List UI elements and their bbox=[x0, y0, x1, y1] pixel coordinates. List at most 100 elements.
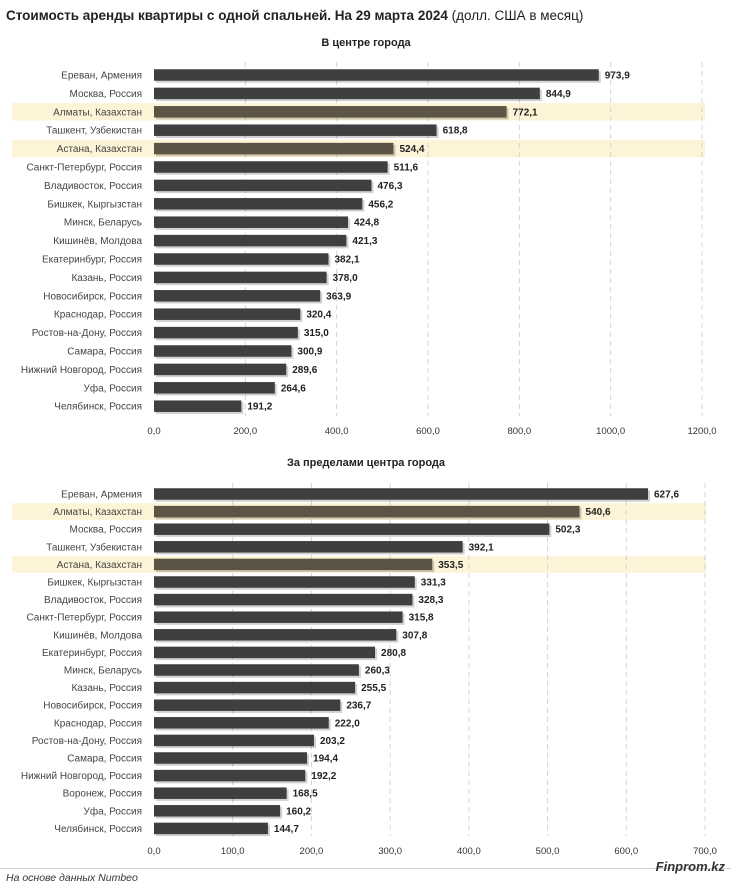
chart1-value-label: 320,4 bbox=[306, 310, 331, 321]
chart2-category-label: Воронеж, Россия bbox=[63, 789, 142, 800]
chart2-value-label: 255,5 bbox=[361, 683, 386, 694]
chart1-value-label: 421,3 bbox=[352, 236, 377, 247]
chart1-bar bbox=[154, 253, 329, 265]
chart1-bar bbox=[154, 216, 348, 228]
chart1-value-label: 618,8 bbox=[443, 126, 468, 137]
chart2-x-tick-label: 600,0 bbox=[614, 846, 638, 857]
chart2-value-label: 192,2 bbox=[311, 771, 336, 782]
chart2-value-label: 540,6 bbox=[586, 507, 611, 518]
chart2-bar bbox=[154, 505, 580, 518]
chart1-x-tick-label: 1200,0 bbox=[687, 426, 716, 437]
chart2-x-tick-label: 300,0 bbox=[378, 846, 402, 857]
chart2-category-label: Краснодар, Россия bbox=[54, 718, 142, 729]
finprom-logo: Finprom.kz bbox=[655, 859, 725, 874]
chart1-bar bbox=[154, 382, 275, 394]
chart2-value-label: 194,4 bbox=[313, 754, 338, 765]
chart1-category-label: Ереван, Армения bbox=[61, 71, 142, 82]
chart2-category-label: Уфа, Россия bbox=[84, 805, 143, 817]
chart2-value-label: 222,0 bbox=[335, 718, 360, 729]
chart1-x-tick-label: 600,0 bbox=[416, 426, 440, 437]
chart1-category-label: Астана, Казахстан bbox=[57, 144, 142, 155]
chart2-bar bbox=[154, 576, 415, 588]
chart2-x-tick-label: 400,0 bbox=[457, 846, 481, 857]
chart2-category-label: Нижний Новгород, Россия bbox=[21, 771, 142, 782]
chart2-value-label: 392,1 bbox=[469, 542, 494, 553]
chart1-category-label: Уфа, Россия bbox=[84, 382, 143, 394]
chart2-value-label: 328,3 bbox=[418, 595, 443, 606]
chart2-category-label: Санкт-Петербург, Россия bbox=[26, 612, 142, 624]
chart2-value-label: 280,8 bbox=[381, 648, 406, 659]
chart1-bar bbox=[154, 234, 347, 247]
chart1-x-tick-label: 0,0 bbox=[147, 426, 160, 437]
chart1-value-label: 382,1 bbox=[334, 255, 359, 266]
chart2-category-label: Владивосток, Россия bbox=[44, 595, 142, 606]
chart2-category-label: Екатеринбург, Россия bbox=[42, 647, 142, 659]
chart2-title: За пределами центра города bbox=[287, 457, 446, 469]
chart2-bar bbox=[154, 805, 281, 817]
chart1-category-label: Минск, Беларусь bbox=[64, 218, 142, 229]
chart2-value-label: 144,7 bbox=[274, 824, 299, 835]
chart1-value-label: 844,9 bbox=[546, 89, 571, 100]
chart2-x-tick-label: 700,0 bbox=[693, 846, 717, 857]
chart2-bar bbox=[154, 769, 306, 782]
chart1-bar bbox=[154, 106, 507, 118]
chart1-bar bbox=[154, 161, 388, 173]
chart1-value-label: 772,1 bbox=[513, 107, 538, 118]
chart1-value-label: 300,9 bbox=[297, 347, 322, 358]
chart1-bar bbox=[154, 326, 298, 339]
chart1-category-label: Екатеринбург, Россия bbox=[42, 254, 142, 266]
chart1-value-label: 191,2 bbox=[247, 402, 272, 413]
chart1-bar bbox=[154, 290, 321, 302]
chart1-category-label: Челябинск, Россия bbox=[54, 401, 142, 413]
chart1-value-label: 378,0 bbox=[333, 273, 358, 284]
chart2-x-tick-label: 500,0 bbox=[536, 846, 560, 857]
chart1-category-label: Ростов-на-Дону, Россия bbox=[32, 328, 142, 339]
chart1-category-label: Новосибирск, Россия bbox=[43, 290, 142, 302]
chart2-category-label: Казань, Россия bbox=[71, 683, 142, 694]
chart1-bar bbox=[154, 69, 599, 81]
chart2-value-label: 502,3 bbox=[555, 525, 580, 536]
chart1-value-label: 289,6 bbox=[292, 365, 317, 376]
chart2-bar bbox=[154, 629, 397, 641]
chart1-value-label: 424,8 bbox=[354, 218, 379, 229]
chart2-category-label: Самара, Россия bbox=[67, 754, 142, 765]
chart2-bar bbox=[154, 646, 376, 659]
chart1-category-label: Казань, Россия bbox=[71, 273, 142, 284]
chart1-bar bbox=[154, 345, 292, 357]
chart1-x-tick-label: 400,0 bbox=[325, 426, 349, 437]
chart1-category-label: Владивосток, Россия bbox=[44, 181, 142, 192]
chart2-value-label: 168,5 bbox=[293, 789, 318, 800]
chart2-bar bbox=[154, 717, 329, 729]
chart1-category-label: Нижний Новгород, Россия bbox=[21, 365, 142, 376]
chart-main-title-unit: (долл. США в месяц) bbox=[447, 8, 584, 23]
chart1-category-label: Алматы, Казахстан bbox=[53, 107, 142, 118]
chart2-bar bbox=[154, 488, 649, 500]
chart1-x-tick-label: 1000,0 bbox=[596, 426, 625, 437]
chart1-bar bbox=[154, 363, 287, 376]
chart2-category-label: Алматы, Казахстан bbox=[53, 507, 142, 518]
chart2-value-label: 307,8 bbox=[402, 630, 427, 641]
chart2-category-label: Новосибирск, Россия bbox=[43, 700, 142, 712]
chart2-category-label: Ереван, Армения bbox=[61, 490, 142, 501]
chart1-value-label: 264,6 bbox=[281, 383, 306, 394]
chart1-category-label: Москва, Россия bbox=[70, 89, 143, 100]
chart1-value-label: 524,4 bbox=[399, 144, 424, 155]
footer-divider bbox=[0, 868, 731, 869]
chart2-bar bbox=[154, 787, 287, 799]
chart1-x-tick-label: 200,0 bbox=[233, 426, 257, 437]
chart2-bar bbox=[154, 752, 308, 764]
chart1-bar bbox=[154, 87, 540, 100]
chart1-bar bbox=[154, 271, 327, 284]
chart1-category-label: Самара, Россия bbox=[67, 347, 142, 358]
chart2-category-label: Астана, Казахстан bbox=[57, 560, 142, 571]
chart2-category-label: Челябинск, Россия bbox=[54, 823, 142, 835]
chart2-bar bbox=[154, 699, 341, 711]
chart2-bar bbox=[154, 734, 314, 747]
chart2-value-label: 236,7 bbox=[346, 701, 371, 712]
chart-main-title: Стоимость аренды квартиры с одной спальн… bbox=[6, 8, 583, 23]
chart1-category-label: Санкт-Петербург, Россия bbox=[26, 162, 142, 174]
chart2-bar bbox=[154, 593, 413, 606]
chart2-category-label: Бишкек, Кыргызстан bbox=[47, 578, 142, 589]
chart2-category-label: Минск, Беларусь bbox=[64, 666, 142, 677]
chart2-bar bbox=[154, 681, 356, 694]
